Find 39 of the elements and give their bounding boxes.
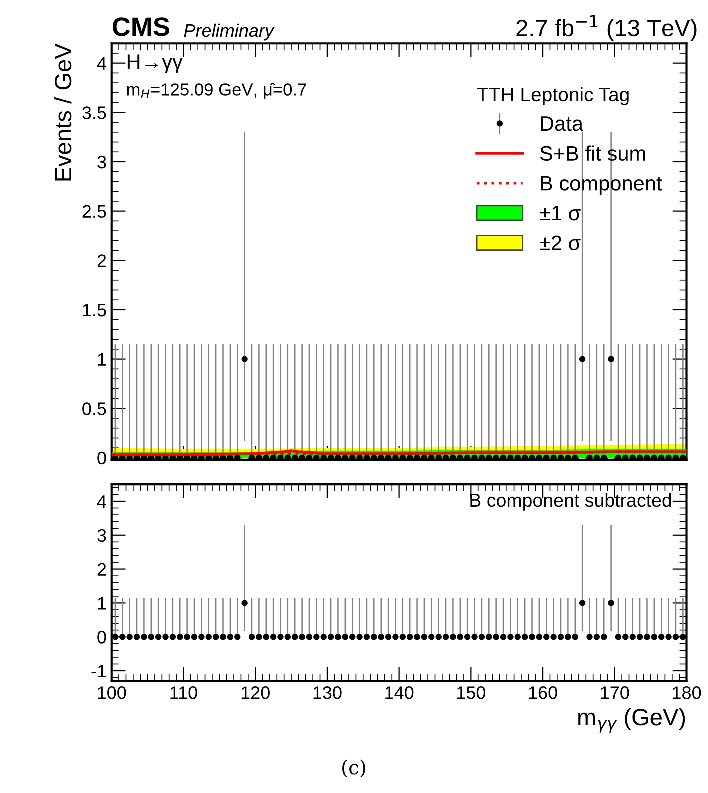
y-tick-label: -1: [92, 665, 106, 678]
annotation: m$_{H}$=125.09 GeV, μ̂=0.7: [127, 83, 306, 100]
text: Preliminary: [184, 24, 275, 41]
text: CMS: [112, 18, 170, 36]
x-tick-label: 170: [601, 686, 630, 700]
y-tick-label: 2: [98, 563, 106, 576]
x-axis-title: m$_{γγ}$ (GeV): [578, 708, 686, 733]
legend-label: ±1 σ: [540, 206, 581, 221]
x-tick-label: 110: [170, 686, 198, 700]
y-tick-label: 0.5: [82, 402, 106, 416]
y-tick-label: 3.5: [82, 106, 106, 120]
legend-label: ±2 σ: [540, 236, 581, 251]
x-tick-label: 150: [457, 686, 486, 700]
y-tick-label: 1.5: [83, 304, 106, 317]
y-axis-title: Events / GeV: [54, 44, 72, 181]
y-tick-label: 3: [98, 156, 106, 169]
y-tick-label: 4: [97, 496, 106, 508]
y-tick-label: 3: [98, 529, 106, 542]
y-tick-label: 0: [98, 452, 106, 465]
y-tick-label: 2.5: [82, 205, 106, 218]
annotation: H→γγ: [128, 54, 183, 74]
x-tick-label: 100: [98, 686, 126, 700]
x-tick-label: 130: [314, 686, 342, 700]
legend-label: B component: [541, 176, 662, 195]
x-tick-label: 120: [242, 686, 270, 700]
x-tick-label: 160: [529, 686, 558, 700]
y-tick-label: 2: [98, 254, 106, 268]
annotation: B component subtracted: [470, 493, 672, 511]
legend-label: S+B fit sum: [540, 146, 646, 162]
legend-title: TTH Leptonic Tag: [477, 87, 629, 106]
legend-label: Data: [541, 116, 584, 132]
y-tick-label: 1: [98, 353, 106, 366]
y-tick-label: 0: [98, 631, 106, 644]
y-tick-label: 4: [97, 57, 106, 70]
y-tick-label: 1: [98, 597, 106, 610]
x-tick-label: 180: [673, 686, 702, 700]
text: (c): [342, 760, 366, 778]
x-tick-label: 140: [386, 686, 414, 700]
text: 2.7 fb$^{−1}$ (13 TeV): [516, 15, 697, 42]
